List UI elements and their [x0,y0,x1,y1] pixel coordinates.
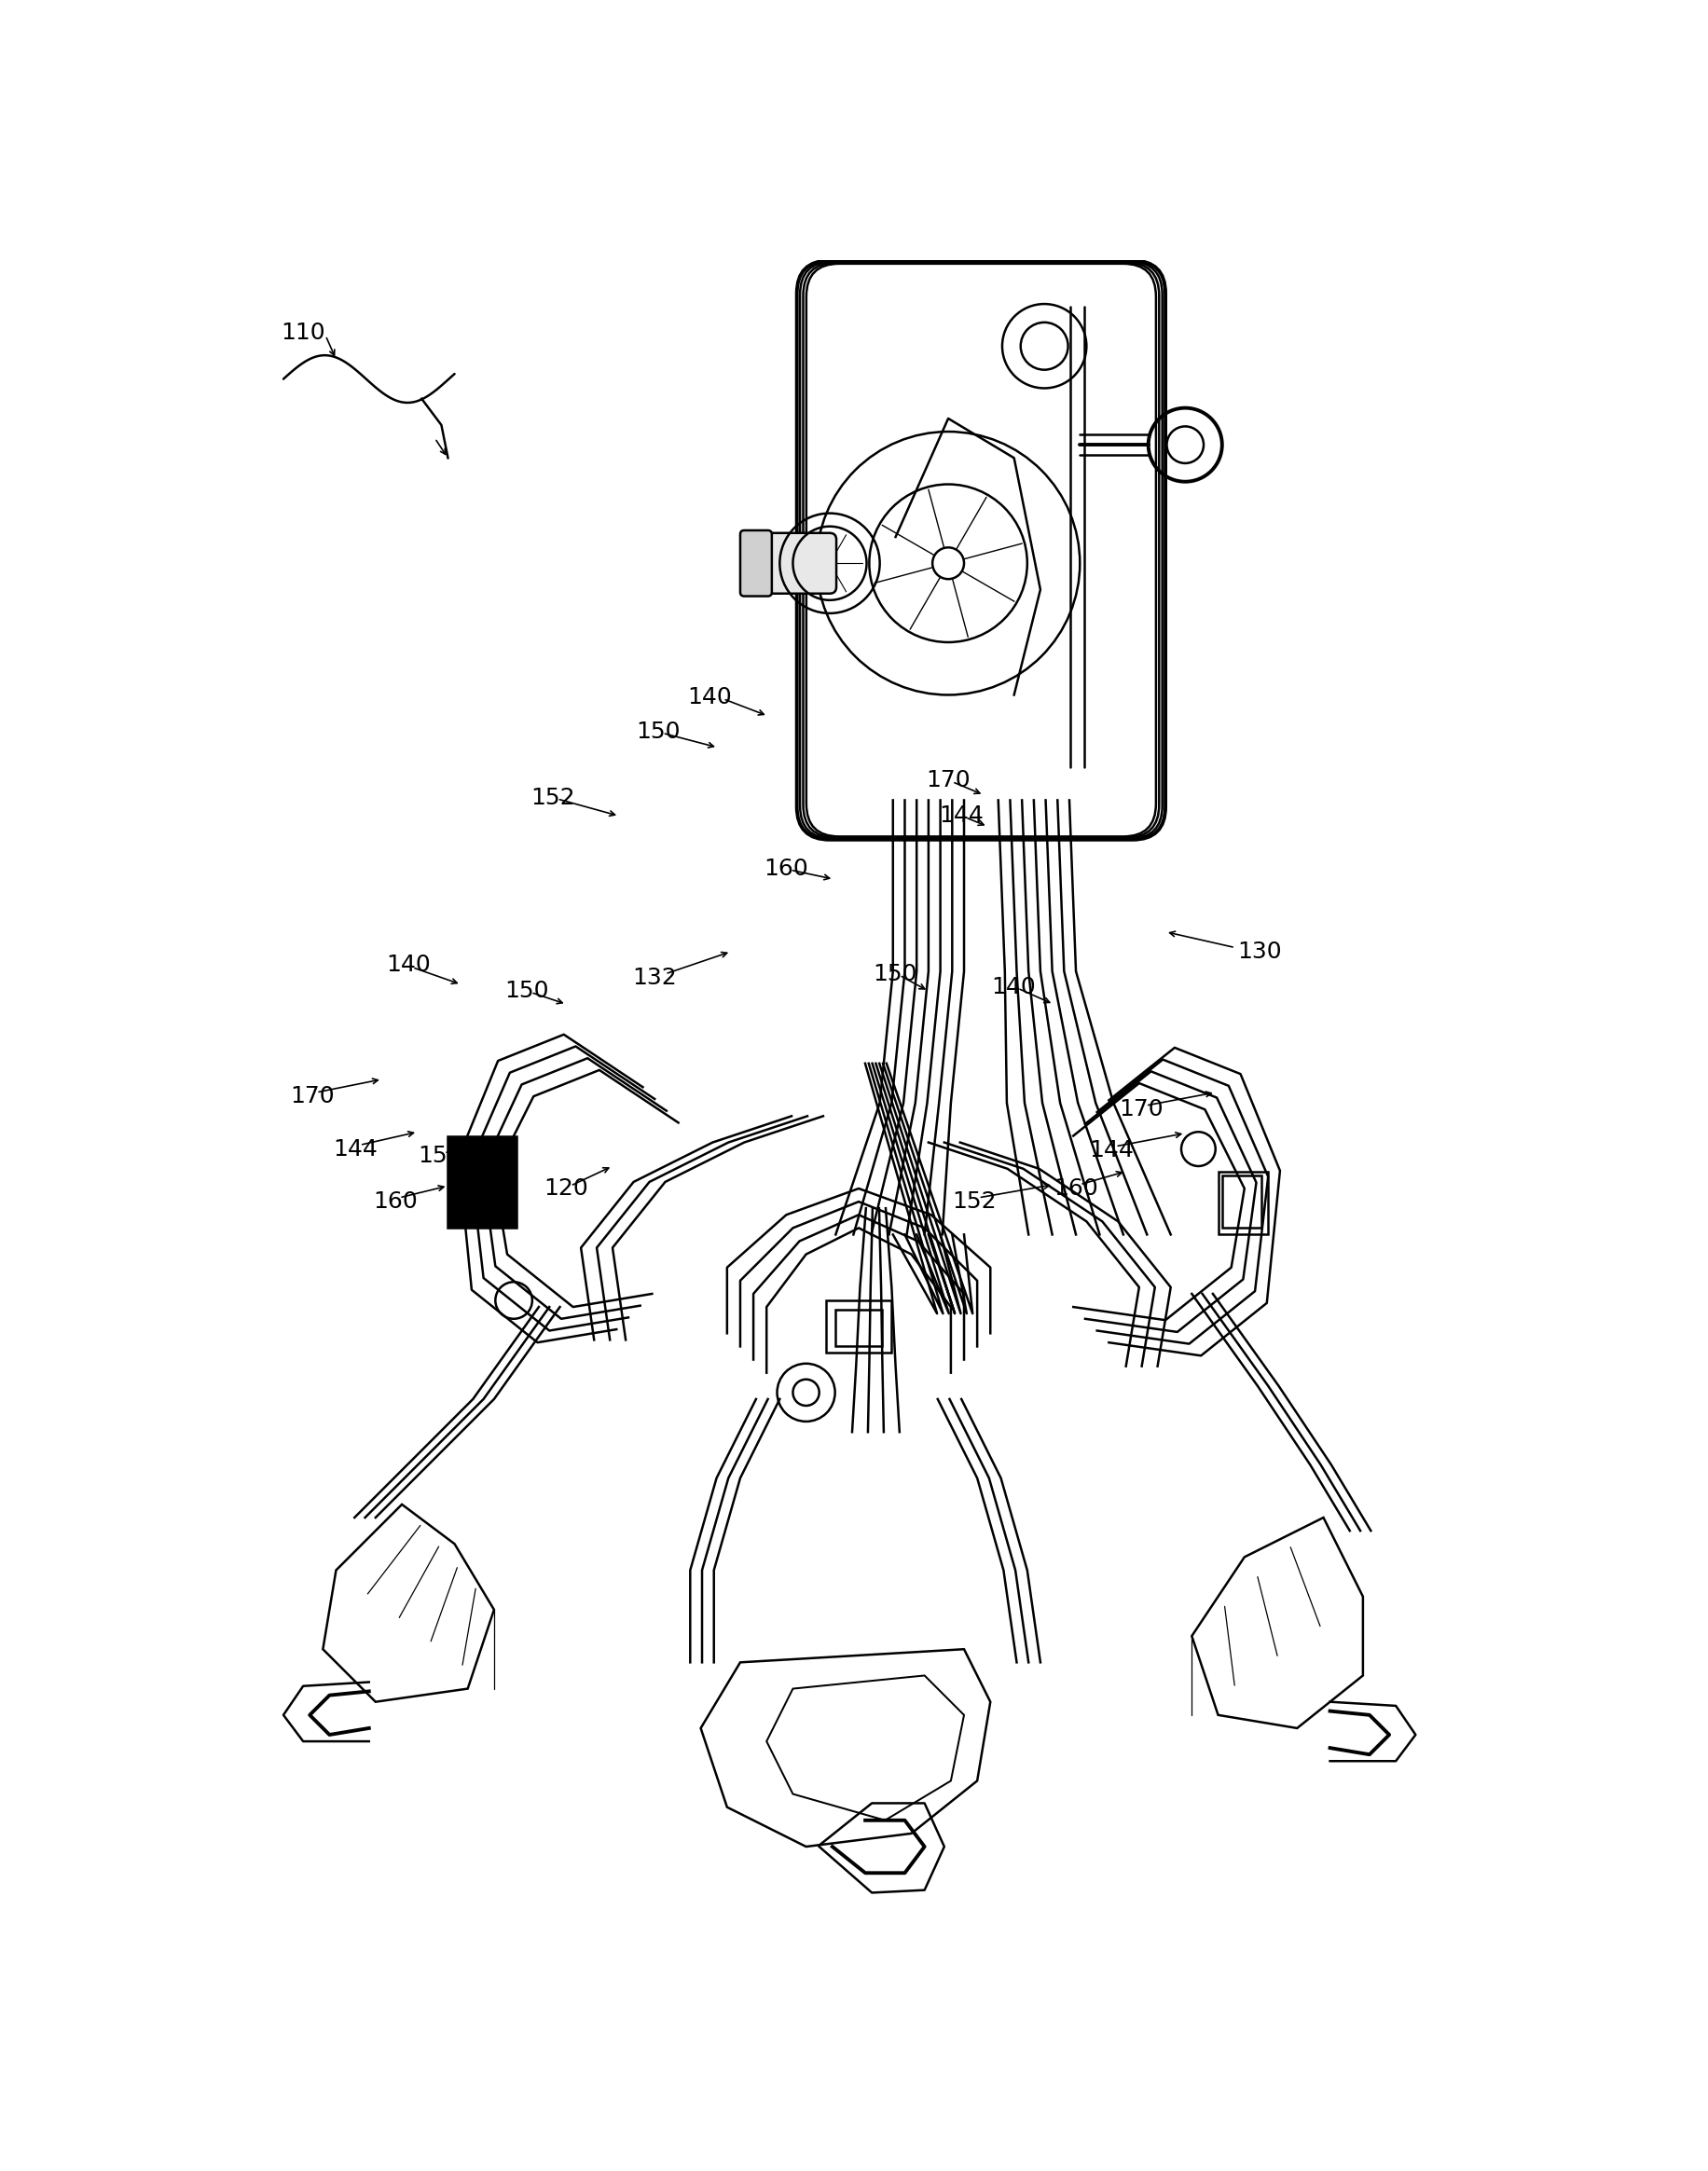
Text: 160: 160 [1052,1177,1098,1201]
Text: 150: 150 [504,979,548,1003]
Text: 170: 170 [926,769,970,792]
Text: 140: 140 [991,977,1035,999]
Text: 170: 170 [290,1086,335,1107]
Bar [1218,1172,1267,1235]
Text: 140: 140 [386,953,430,977]
FancyBboxPatch shape [750,534,835,593]
Bar [1221,1175,1261,1229]
Bar [825,1300,892,1353]
Text: 144: 144 [938,805,984,827]
Text: 150: 150 [873,962,917,986]
Text: 150: 150 [635,721,680,742]
Text: 140: 140 [687,686,731,708]
Text: 144: 144 [333,1138,377,1159]
Text: 120: 120 [543,1177,588,1201]
Text: 152: 152 [531,786,576,810]
Text: 152: 152 [951,1190,996,1214]
Bar [835,1309,881,1346]
Text: 170: 170 [1119,1099,1163,1120]
FancyBboxPatch shape [740,530,772,597]
Text: 160: 160 [763,858,808,879]
Text: 110: 110 [280,321,325,343]
Text: 152: 152 [417,1144,461,1166]
Bar [447,1135,516,1229]
Text: 144: 144 [1088,1140,1132,1161]
Text: 132: 132 [632,966,676,990]
Text: 160: 160 [372,1190,417,1214]
Text: 130: 130 [1237,940,1281,962]
